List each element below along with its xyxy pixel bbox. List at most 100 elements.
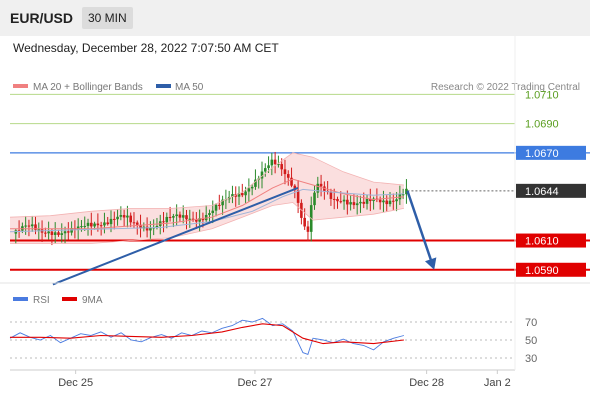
level-label-1.0590: 1.0590: [525, 265, 559, 277]
candle-body: [244, 191, 247, 196]
ma50-legend-label: MA 50: [175, 82, 204, 93]
candle-body: [346, 199, 349, 205]
candle-body: [37, 229, 41, 231]
candle-body: [254, 179, 257, 187]
candle-body: [168, 216, 172, 218]
candle-body: [149, 227, 152, 231]
candle-body: [395, 199, 398, 202]
candle-body: [44, 232, 47, 234]
candle-body: [119, 215, 123, 217]
candle-body: [293, 185, 297, 191]
candle-body: [280, 164, 283, 170]
candle-body: [126, 215, 129, 218]
candle-body: [57, 232, 60, 235]
candle-body: [316, 183, 320, 193]
timestamp-label: Wednesday, December 28, 2022 7:07:50 AM …: [13, 41, 279, 55]
candle-body: [247, 188, 251, 192]
trendline-group: [52, 186, 437, 286]
time-axis: Dec 25 Dec 27 Dec 28 Jan 2: [58, 370, 511, 389]
candle-body: [112, 218, 116, 220]
candle-body: [34, 224, 37, 230]
ma50-legend-icon: [156, 84, 171, 88]
ma9-legend-label: 9MA: [82, 295, 103, 306]
candle-body: [218, 204, 221, 206]
candle-body: [93, 223, 96, 227]
ma20-legend-label: MA 20 + Bollinger Bands: [33, 82, 143, 93]
candle-body: [391, 200, 395, 202]
candle-body: [162, 221, 165, 223]
candle-body: [221, 199, 224, 206]
candle-body: [290, 177, 293, 186]
rsi-pane: 70 50 30: [9, 317, 537, 365]
ma20-legend-icon: [13, 84, 28, 88]
candle-body: [99, 225, 103, 227]
candle-body: [195, 219, 198, 222]
candle-body: [198, 218, 201, 222]
candle-body: [145, 226, 149, 231]
level-tag-1.0644: [516, 183, 586, 198]
candle-body: [260, 171, 264, 179]
candle-body: [155, 225, 159, 228]
candle-body: [319, 183, 323, 187]
candle-body: [96, 223, 100, 226]
interval-button[interactable]: 30 MIN: [82, 7, 133, 29]
candle-body: [67, 231, 70, 233]
level-tag-1.0670: [516, 145, 586, 160]
candle-body: [283, 169, 287, 175]
candle-body: [342, 199, 346, 202]
candle-body: [60, 233, 64, 235]
candle-body: [286, 174, 290, 178]
candle-body: [303, 217, 306, 227]
rsi-legend-icon: [13, 297, 28, 301]
price-levels: [10, 93, 590, 271]
candle-body: [139, 224, 142, 229]
candle-body: [53, 232, 57, 235]
candle-body: [277, 164, 280, 166]
candle-body: [17, 230, 21, 232]
candle-body: [185, 215, 188, 220]
level-label-1.0710: 1.0710: [525, 89, 559, 101]
bollinger-band-fill: [10, 152, 404, 244]
candle-body: [24, 225, 27, 227]
candle-body: [181, 215, 185, 218]
candle-body: [339, 201, 343, 203]
candle-body: [129, 215, 132, 223]
candle-body: [122, 215, 126, 218]
candle-body: [86, 222, 90, 226]
candle-body: [201, 218, 205, 221]
candle-body: [313, 192, 316, 206]
candle-body: [241, 193, 244, 196]
candle-body: [369, 198, 372, 202]
candle-body: [188, 218, 192, 220]
rsi-series-RSI: [9, 317, 405, 355]
candle-body: [365, 198, 369, 204]
candle-body: [362, 201, 366, 204]
bb-lower-line: [10, 202, 404, 244]
trendline: [52, 186, 299, 286]
candle-body: [208, 213, 211, 215]
candle-body: [263, 168, 267, 172]
candle-body: [378, 199, 382, 203]
candle-body: [336, 198, 339, 202]
candle-body: [135, 222, 139, 225]
candle-body: [211, 210, 215, 214]
symbol-label: EUR/USD: [10, 10, 74, 26]
candle-body: [352, 202, 356, 206]
forecast-arrow-head: [424, 257, 437, 270]
candle-body: [306, 226, 310, 232]
bollinger-band: [10, 152, 404, 244]
candle-body: [165, 216, 169, 223]
candle-body: [388, 200, 392, 205]
candle-body: [132, 222, 136, 224]
candle-body: [175, 214, 178, 217]
candle-body: [385, 200, 389, 205]
ma20-line: [10, 178, 404, 230]
candle-body: [231, 194, 234, 197]
bb-upper-line: [9, 152, 404, 218]
candle-body: [30, 224, 34, 227]
candle-body: [332, 198, 336, 200]
level-label-1.0644: 1.0644: [525, 186, 559, 198]
forecast-arrow-shaft: [406, 190, 434, 265]
